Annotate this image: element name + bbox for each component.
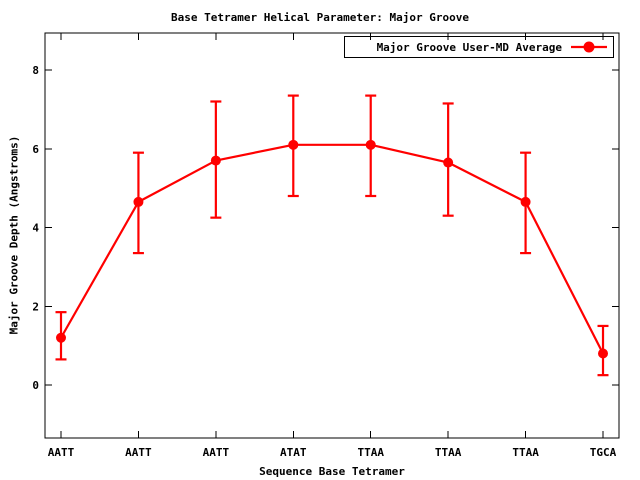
x-tick-label: AATT	[48, 446, 75, 459]
x-tick-label: AATT	[125, 446, 152, 459]
data-point	[520, 196, 531, 207]
data-point	[210, 155, 221, 166]
x-tick-label: TGCA	[590, 446, 617, 459]
x-axis-label: Sequence Base Tetramer	[259, 465, 405, 478]
data-point	[133, 196, 144, 207]
x-tick-label: TTAA	[512, 446, 539, 459]
y-tick-label: 0	[32, 379, 39, 392]
data-point	[598, 348, 609, 359]
y-tick-label: 2	[32, 300, 39, 313]
x-tick-label: TTAA	[357, 446, 384, 459]
x-tick-label: TTAA	[435, 446, 462, 459]
y-tick-label: 6	[32, 143, 39, 156]
legend-sample-line	[571, 41, 607, 53]
legend-label: Major Groove User-MD Average	[376, 40, 562, 54]
data-point	[56, 332, 66, 343]
x-tick-label: AATT	[203, 446, 230, 459]
legend-box: Major Groove User-MD Average	[344, 36, 614, 58]
y-tick-label: 4	[32, 222, 39, 235]
x-tick-label: ATAT	[280, 446, 307, 459]
data-point	[443, 157, 454, 168]
chart-title: Base Tetramer Helical Parameter: Major G…	[170, 11, 469, 24]
legend-marker-icon	[583, 41, 595, 53]
data-line	[60, 143, 604, 355]
data-point	[288, 139, 299, 150]
plot-frame	[44, 32, 620, 439]
y-tick-label: 8	[32, 64, 39, 77]
data-point	[365, 139, 376, 150]
